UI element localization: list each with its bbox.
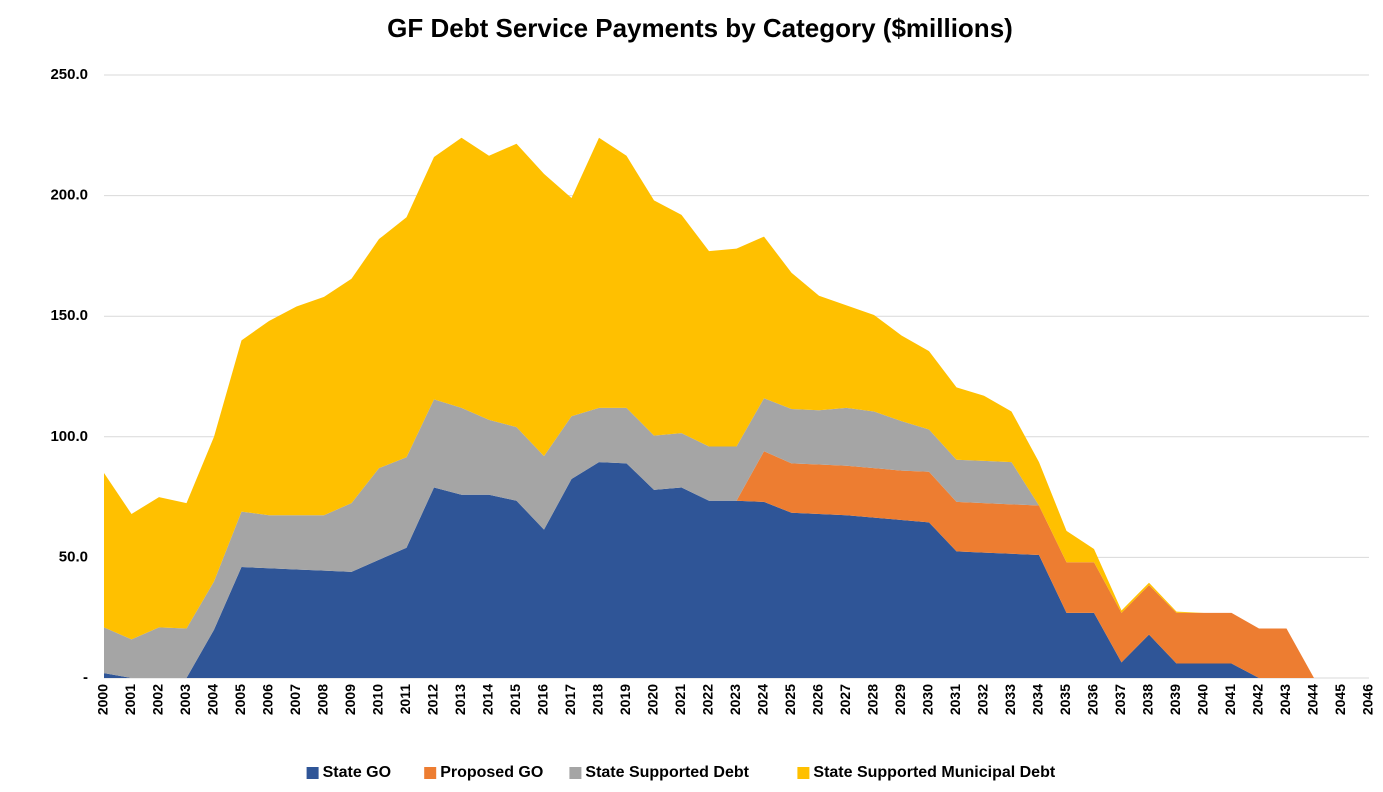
x-tick-label: 2024 (755, 684, 771, 715)
legend-label: State Supported Debt (585, 764, 749, 781)
x-tick-label: 2002 (150, 684, 166, 715)
x-tick-label: 2040 (1195, 684, 1211, 715)
x-tick-label: 2014 (480, 684, 496, 715)
legend-swatch (306, 767, 319, 779)
x-tick-label: 2019 (617, 684, 633, 715)
x-tick-label: 2006 (260, 684, 276, 715)
x-tick-label: 2015 (507, 684, 523, 715)
x-tick-label: 2042 (1250, 684, 1266, 715)
x-tick-label: 2036 (1085, 684, 1101, 715)
x-tick-label: 2028 (865, 684, 881, 715)
x-tick-label: 2011 (397, 684, 413, 715)
x-tick-label: 2001 (122, 684, 138, 715)
x-tick-label: 2035 (1057, 684, 1073, 715)
x-tick-label: 2013 (452, 684, 468, 715)
area (104, 398, 1369, 678)
area (104, 462, 1369, 678)
y-tick-label: 100.0 (50, 428, 88, 445)
y-tick-label: - (83, 669, 88, 686)
x-tick-label: 2041 (1222, 684, 1238, 715)
x-tick-label: 2016 (535, 684, 551, 715)
x-tick-label: 2020 (645, 684, 661, 715)
x-tick-label: 2009 (342, 684, 358, 715)
area (104, 137, 1369, 678)
x-tick-label: 2003 (177, 684, 193, 715)
x-tick-label: 2025 (782, 684, 798, 715)
area (104, 451, 1369, 678)
x-tick-label: 2045 (1332, 684, 1348, 715)
y-tick-label: 150.0 (50, 307, 88, 324)
legend-swatch (424, 767, 437, 779)
x-tick-label: 2038 (1140, 684, 1156, 715)
x-tick-label: 2000 (95, 684, 111, 715)
x-tick-label: 2034 (1030, 684, 1046, 715)
x-tick-label: 2027 (837, 684, 853, 715)
x-tick-label: 2007 (287, 684, 303, 715)
x-tick-label: 2012 (425, 684, 441, 715)
x-tick-label: 2010 (370, 684, 386, 715)
x-tick-label: 2043 (1277, 684, 1293, 715)
legend-label: Proposed GO (440, 764, 543, 781)
x-tick-label: 2026 (810, 684, 826, 715)
legend-label: State Supported Municipal Debt (813, 764, 1055, 781)
x-tick-label: 2039 (1167, 684, 1183, 715)
x-tick-label: 2037 (1112, 684, 1128, 715)
x-tick-label: 2017 (562, 684, 578, 715)
legend-swatch (797, 767, 810, 779)
x-tick-label: 2023 (727, 684, 743, 715)
y-tick-label: 50.0 (59, 548, 88, 565)
x-tick-label: 2032 (975, 684, 991, 715)
legend-swatch (569, 767, 582, 779)
x-tick-label: 2044 (1305, 684, 1321, 715)
y-tick-label: 250.0 (50, 66, 88, 83)
chart-title: GF Debt Service Payments by Category ($m… (387, 13, 1013, 43)
x-tick-label: 2029 (892, 684, 908, 715)
x-tick-label: 2021 (672, 684, 688, 715)
x-tick-label: 2046 (1360, 684, 1376, 715)
x-tick-label: 2022 (700, 684, 716, 715)
x-tick-label: 2005 (232, 684, 248, 715)
x-tick-label: 2033 (1002, 684, 1018, 715)
x-tick-label: 2004 (205, 684, 221, 715)
y-tick-label: 200.0 (50, 187, 88, 204)
x-tick-label: 2018 (590, 684, 606, 715)
x-tick-label: 2031 (947, 684, 963, 715)
x-tick-label: 2030 (920, 684, 936, 715)
legend-label: State GO (323, 764, 391, 781)
x-tick-label: 2008 (315, 684, 331, 715)
